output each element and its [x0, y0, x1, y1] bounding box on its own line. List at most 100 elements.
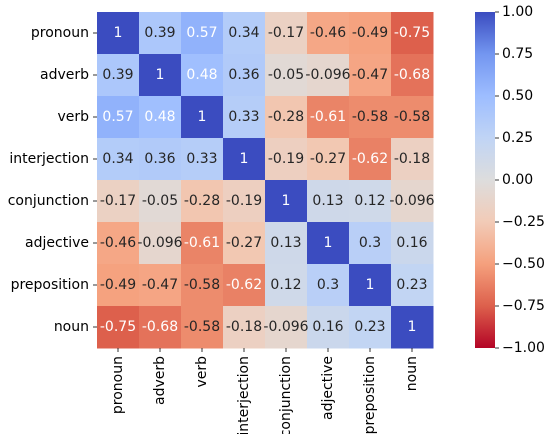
column-tick-label: pronoun [110, 356, 126, 414]
heatmap-cell [349, 54, 392, 97]
heatmap-cell [349, 306, 392, 349]
heatmap-cell-labels: 1 0.39 0.57 0.34 -0.17 -0.46 -0.49 -0.75 0.39 1 0.… [100, 25, 435, 335]
colorbar-tick-label: 0.50 [502, 88, 533, 104]
heatmap-cell-label: -0.096 [137, 235, 182, 251]
row-tick-label: preposition [11, 277, 89, 293]
heatmap-cell [97, 54, 140, 97]
row-tick-labels: pronoun adverb verb interjection conjunction… [8, 25, 97, 335]
heatmap-cell [307, 54, 350, 97]
heatmap-cell-label: -0.58 [394, 109, 430, 125]
heatmap-cell-label: 0.3 [359, 235, 381, 251]
heatmap-cell-label: 0.12 [354, 193, 385, 209]
heatmap-cell [265, 138, 308, 181]
heatmap-cell-label: -0.61 [310, 109, 346, 125]
heatmap-cell [391, 180, 434, 223]
heatmap-cell [349, 222, 392, 265]
heatmap-cell-label: -0.19 [226, 193, 262, 209]
heatmap-cell [265, 12, 308, 55]
heatmap-cell [307, 180, 350, 223]
heatmap-cell-label: -0.58 [184, 319, 220, 335]
heatmap-cell-label: -0.75 [100, 319, 136, 335]
heatmap-cell-label: -0.62 [352, 151, 388, 167]
heatmap-cell [223, 222, 266, 265]
heatmap-cell-label: -0.49 [352, 25, 388, 41]
heatmap-cell [223, 96, 266, 139]
heatmap-cell [139, 306, 182, 349]
colorbar-tick-label: −0.25 [502, 214, 545, 230]
heatmap-cell [181, 96, 224, 139]
heatmap-cell-label: 0.57 [186, 25, 217, 41]
heatmap-cell-label: 0.3 [317, 277, 339, 293]
heatmap-cell [139, 54, 182, 97]
heatmap-cell-label: -0.58 [184, 277, 220, 293]
heatmap-cell-label: -0.46 [310, 25, 346, 41]
column-tick-label: adverb [152, 356, 168, 405]
row-tick-label: conjunction [8, 193, 89, 209]
column-tick-label: adjective [320, 356, 336, 420]
heatmap-cell-label: 0.23 [396, 277, 427, 293]
heatmap-cell [265, 96, 308, 139]
heatmap-cell-label: 0.39 [144, 25, 175, 41]
heatmap-cell [265, 222, 308, 265]
heatmap-cell [97, 96, 140, 139]
heatmap-cell [181, 12, 224, 55]
heatmap-cell [223, 180, 266, 223]
heatmap-cell-label: 0.34 [102, 151, 133, 167]
heatmap-cell [181, 222, 224, 265]
column-tick-label: verb [194, 356, 210, 388]
heatmap-cell [139, 264, 182, 307]
heatmap-cell-label: 1 [240, 151, 249, 167]
heatmap-cell [181, 138, 224, 181]
heatmap-cell [349, 180, 392, 223]
heatmap-cell-label: -0.17 [268, 25, 304, 41]
heatmap-cell-label: 0.48 [186, 67, 217, 83]
heatmap-cell-label: 1 [156, 67, 165, 83]
heatmap-cell-label: 0.16 [396, 235, 427, 251]
heatmap-cell [391, 264, 434, 307]
heatmap-cell [307, 222, 350, 265]
heatmap-cell [391, 96, 434, 139]
heatmap-cell-label: 1 [198, 109, 207, 125]
row-tick-label: pronoun [31, 25, 89, 41]
heatmap-cell [223, 264, 266, 307]
heatmap-cell-label: 1 [366, 277, 375, 293]
heatmap-cell [307, 96, 350, 139]
heatmap-cell [97, 264, 140, 307]
heatmap-cell-label: -0.096 [389, 193, 434, 209]
heatmap-cell-label: 1 [114, 25, 123, 41]
colorbar-tick-label: −0.75 [502, 298, 545, 314]
heatmap-cell-label: -0.27 [226, 235, 262, 251]
colorbar-tick-label: 1.00 [502, 4, 533, 20]
heatmap-cell [223, 12, 266, 55]
heatmap-cell-label: -0.58 [352, 109, 388, 125]
heatmap-cell-label: 0.36 [228, 67, 259, 83]
heatmap-cell-label: -0.18 [226, 319, 262, 335]
row-tick-label: adverb [40, 67, 89, 83]
heatmap-cell-label: -0.75 [394, 25, 430, 41]
colorbar-tick-label: −1.00 [502, 340, 545, 356]
heatmap-cell [97, 306, 140, 349]
heatmap-cell-label: 0.13 [312, 193, 343, 209]
heatmap-cell [139, 138, 182, 181]
heatmap-cell [181, 54, 224, 97]
heatmap-cell-label: -0.17 [100, 193, 136, 209]
heatmap-cell [97, 222, 140, 265]
heatmap-cell-label: 0.12 [270, 277, 301, 293]
heatmap-cell-label: -0.61 [184, 235, 220, 251]
heatmap-cell-label: -0.68 [142, 319, 178, 335]
colorbar [475, 12, 495, 348]
heatmap-cell-label: -0.18 [394, 151, 430, 167]
heatmap-cell [97, 138, 140, 181]
heatmap-cell-label: -0.27 [310, 151, 346, 167]
heatmap-cell-label: -0.28 [184, 193, 220, 209]
heatmap-cell [391, 138, 434, 181]
colorbar-tick-label: 0.00 [502, 172, 533, 188]
heatmap-cell-label: -0.47 [142, 277, 178, 293]
column-tick-label: conjunction [278, 356, 294, 434]
heatmap-cell-label: 0.13 [270, 235, 301, 251]
heatmap-cell [181, 306, 224, 349]
column-tick-label: interjection [236, 356, 252, 434]
heatmap-cell [307, 264, 350, 307]
